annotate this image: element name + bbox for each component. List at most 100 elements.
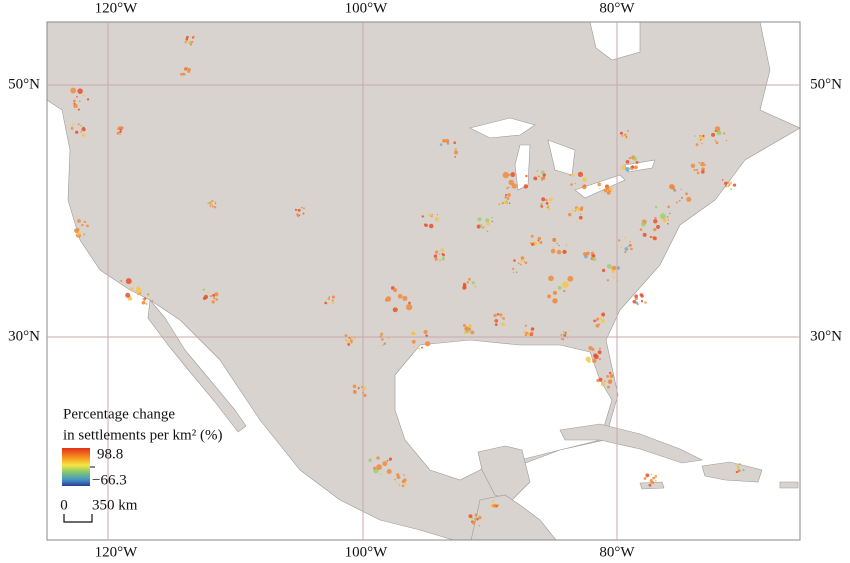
hotspot [607, 385, 610, 389]
hotspot [655, 224, 661, 230]
hotspot [512, 271, 515, 273]
hotspot [476, 224, 481, 229]
hotspot [471, 520, 476, 525]
hotspot [380, 473, 382, 475]
hotspot [496, 313, 500, 316]
hotspot [440, 248, 445, 253]
gulf-of-mexico [394, 339, 613, 481]
hotspot [508, 202, 511, 204]
hotspot [557, 285, 562, 290]
hotspot [673, 188, 676, 191]
hotspot [502, 317, 505, 320]
hotspot [185, 35, 189, 39]
hotspot [517, 262, 520, 265]
hotspot [468, 324, 472, 328]
hotspot [540, 176, 545, 180]
scale-bar-label: 0 [60, 497, 68, 513]
hotspot [76, 96, 78, 98]
hotspot [742, 469, 745, 472]
hotspot [412, 345, 415, 348]
map-body [47, 22, 800, 540]
hotspot [644, 301, 647, 304]
hispaniola [701, 461, 763, 483]
hotspot [183, 68, 187, 71]
hotspot [210, 295, 212, 297]
hotspot [698, 162, 700, 164]
hotspot [434, 216, 439, 222]
hotspot [81, 133, 86, 137]
hotspot [401, 484, 405, 488]
hotspot [729, 181, 733, 185]
hotspot [738, 463, 741, 466]
hotspot [565, 244, 567, 246]
hotspot [598, 377, 603, 382]
hotspot [520, 256, 525, 260]
hotspot [641, 222, 646, 227]
hotspot [424, 223, 427, 226]
hotspot [301, 206, 303, 209]
hotspot [349, 339, 353, 343]
hotspot [501, 202, 505, 205]
hotspot [502, 171, 509, 179]
hotspot [497, 504, 500, 506]
hotspot [499, 313, 503, 317]
hotspot [662, 218, 667, 223]
hotspot [401, 479, 406, 484]
hotspot [382, 333, 384, 336]
hotspot [587, 360, 591, 364]
hotspot [119, 130, 122, 133]
hotspot [666, 216, 669, 218]
hotspot [77, 88, 83, 94]
hotspot [388, 457, 393, 461]
hotspot [324, 301, 327, 305]
hotspot [147, 293, 150, 296]
hotspot [548, 197, 553, 202]
hotspot [612, 276, 615, 279]
hotspot [675, 201, 678, 204]
hotspot [182, 72, 186, 76]
hotspot [545, 198, 548, 202]
hotspot [344, 334, 348, 338]
hotspot [125, 278, 132, 285]
hotspot [484, 226, 486, 228]
longitude-label: 120°W [95, 0, 138, 16]
hotspot [209, 201, 212, 204]
hotspot [562, 281, 569, 288]
hotspot [560, 338, 563, 340]
hotspot [441, 256, 445, 261]
hotspot [436, 214, 439, 216]
hotspot [505, 200, 508, 203]
hotspot [603, 188, 608, 193]
hotspot [507, 193, 511, 197]
hotspot [625, 136, 628, 139]
hotspot [332, 296, 334, 299]
scale-bar-label: 350 km [92, 497, 138, 513]
hotspot [524, 324, 527, 327]
hotspot [625, 160, 630, 164]
hotspot [571, 209, 574, 212]
hotspot [714, 139, 717, 142]
hotspot [137, 293, 139, 296]
hotspot [431, 213, 433, 216]
hotspot [627, 130, 629, 132]
hotspot [556, 249, 562, 255]
hotspot [120, 279, 123, 282]
hotspot [609, 374, 614, 378]
hotspot [395, 482, 398, 485]
hotspot [633, 157, 637, 161]
hotspot [454, 156, 457, 158]
hotspot [560, 334, 563, 336]
hotspot [693, 168, 696, 172]
hotspot [468, 514, 473, 519]
hotspot [347, 342, 351, 346]
puerto-rico [779, 481, 799, 489]
hotspot [582, 184, 587, 190]
hotspot [641, 300, 643, 303]
hotspot [215, 298, 219, 301]
hotspot [631, 165, 635, 169]
hotspot [394, 478, 396, 481]
hotspot [660, 213, 666, 220]
hotspot [478, 515, 482, 520]
hotspot [82, 127, 86, 132]
